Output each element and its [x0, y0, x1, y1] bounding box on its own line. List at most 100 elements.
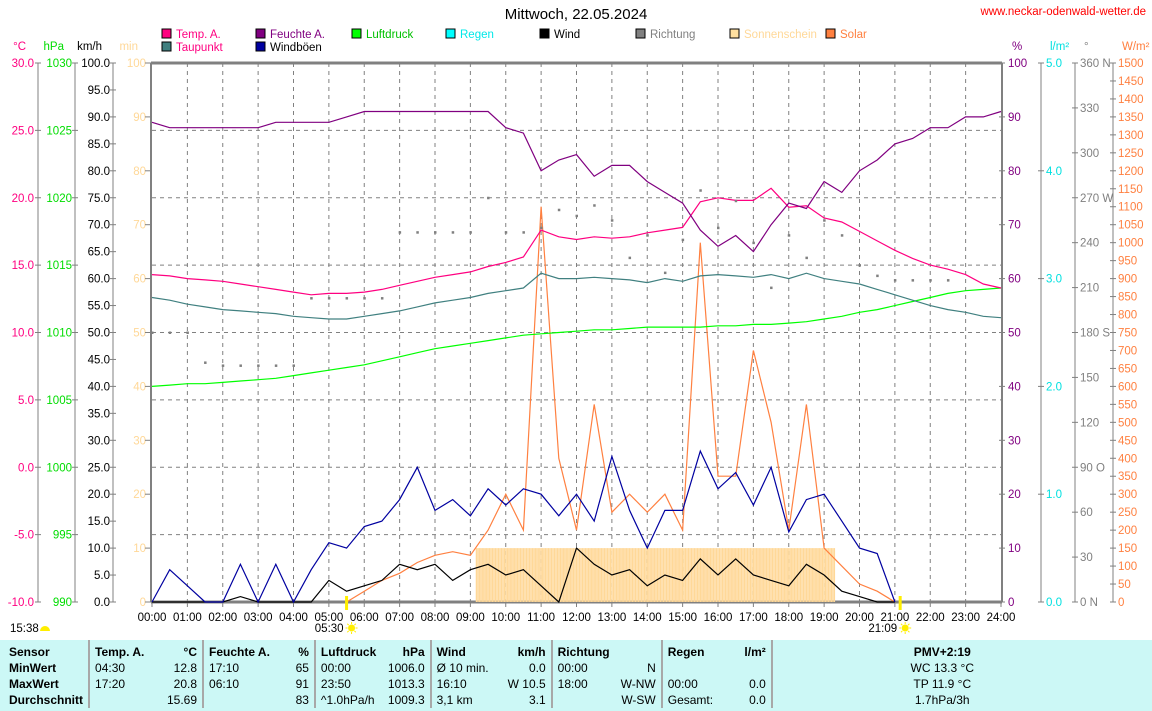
left-axis-tick-label: 25.0 [12, 125, 34, 137]
right-axis-tick-label: 1300 [1118, 130, 1144, 142]
sunset-sun-icon-ray [900, 623, 903, 626]
right-axis-tick-label: 0 N [1080, 597, 1098, 609]
legend-swatch [729, 28, 740, 39]
sunrise-time: 05:30 [315, 623, 344, 635]
x-tick-label: 11:00 [527, 612, 555, 624]
direction-dot [840, 234, 844, 237]
left-axis-tick-label: 30 [133, 435, 146, 447]
stats-cell: °C [183, 645, 198, 659]
left-axis-tick-label: 1015 [46, 260, 72, 272]
right-axis-tick-label: 1000 [1118, 238, 1144, 250]
left-axis-tick-label: 990 [53, 597, 72, 609]
stats-cell: 15.69 [166, 693, 198, 707]
stats-cell: 1006.0 [387, 661, 425, 675]
x-tick-label: 18:00 [774, 612, 803, 624]
stats-cell: Ø 10 min. [429, 660, 503, 676]
direction-dot [610, 219, 614, 222]
legend-label: Wind [554, 29, 580, 41]
right-axis-tick-label: 450 [1118, 435, 1137, 447]
x-tick-label: 19:00 [810, 612, 839, 624]
direction-dot [363, 297, 366, 300]
direction-dot [575, 214, 578, 218]
left-axis-tick-label: 1030 [46, 58, 72, 70]
stats-cell: Feuchte A. [202, 640, 275, 660]
legend-swatch [161, 28, 172, 39]
direction-dot [823, 219, 826, 222]
stats-cell: 16:10 [429, 676, 503, 692]
right-axis-tick-label: 0 [1118, 597, 1124, 609]
legend-label: Luftdruck [366, 29, 414, 41]
left-axis-tick-label: 20.0 [12, 193, 34, 205]
left-axis-tick-label: 95.0 [88, 85, 110, 97]
stats-cell: 00:00 [660, 676, 730, 692]
x-tick-label: 20:00 [845, 612, 874, 624]
right-axis-tick-label: 90 [1008, 112, 1021, 124]
right-axis-tick-label: 200 [1118, 525, 1137, 537]
right-axis-tick-label: 240 [1080, 238, 1099, 250]
left-axis-tick-label: 70.0 [88, 220, 110, 232]
axis-unit-r1: l/m² [1050, 41, 1069, 53]
right-axis-tick-label: 10 [1008, 543, 1021, 555]
direction-dot [628, 256, 632, 260]
x-tick-label: 15:00 [668, 612, 697, 624]
left-axis-tick-label: 5.0 [94, 570, 110, 582]
x-tick-label: 23:00 [951, 612, 980, 624]
site-link[interactable]: www.neckar-odenwald-wetter.de [980, 6, 1146, 18]
direction-dot [699, 189, 702, 192]
stats-cell: Wind [429, 640, 503, 660]
x-tick-label: 07:00 [385, 612, 414, 624]
right-axis-tick-label: 1450 [1118, 76, 1144, 88]
legend-swatch [351, 28, 362, 39]
x-tick-label: 22:00 [916, 612, 945, 624]
left-axis-tick-label: 0 [140, 597, 146, 609]
stats-cell [202, 692, 275, 708]
stats-cell: N [647, 661, 656, 675]
stats-cell: TP 11.9 °C [770, 676, 1112, 692]
right-axis-tick-label: 80 [1008, 166, 1021, 178]
x-tick-label: 12:00 [562, 612, 591, 624]
series-temp [151, 187, 1002, 296]
right-axis-tick-label: 1050 [1118, 220, 1144, 232]
direction-dot [540, 226, 543, 230]
left-axis-tick-label: 20 [133, 489, 146, 501]
stats-cell: 1.7hPa/3h [770, 692, 1112, 708]
right-axis-tick-label: 1100 [1118, 202, 1143, 214]
sunset-sun-icon-ray [907, 623, 910, 626]
right-axis-tick-label: 900 [1118, 274, 1137, 286]
direction-dot [204, 361, 207, 364]
stats-cell: 20.8 [173, 677, 198, 691]
stats-cell: 3,1 km [429, 692, 503, 708]
sunrise-sun-icon [348, 624, 356, 632]
stats-cell: W-SW [621, 693, 656, 707]
x-tick-label: 09:00 [456, 612, 485, 624]
left-axis-tick-label: 15.0 [12, 260, 34, 272]
legend-label: Richtung [650, 29, 695, 41]
direction-dot [151, 331, 154, 334]
direction-dot [734, 199, 738, 203]
stats-cell: 12.8 [173, 661, 198, 675]
stats-cell: Regen [660, 640, 730, 660]
left-axis-tick-label: 40 [133, 381, 146, 393]
direction-dot [876, 274, 879, 278]
stats-cell: 3.1 [528, 693, 546, 707]
right-axis-tick-label: 250 [1118, 507, 1137, 519]
stats-table: Sensor Temp. A. °C Feuchte A.% Luftdruck hPa W… [0, 640, 1152, 711]
left-axis-tick-label: 65.0 [88, 247, 110, 259]
stats-cell [616, 640, 662, 660]
sunrise-sun-icon-ray [346, 630, 350, 633]
stats-cell: l/m² [744, 645, 766, 659]
stats-cell [660, 660, 730, 676]
sunset-sun-icon-ray [900, 630, 903, 633]
left-axis-tick-label: 100.0 [81, 58, 110, 70]
x-tick-label: 06:00 [350, 612, 379, 624]
direction-dot [168, 331, 172, 334]
sunrise-sun-icon-ray [354, 630, 357, 633]
left-axis-tick-label: 20.0 [88, 489, 110, 501]
direction-dot [911, 279, 915, 282]
direction-dot [752, 241, 755, 245]
direction-dot [345, 297, 349, 300]
x-tick-label: 10:00 [491, 612, 520, 624]
left-axis-tick-label: 1025 [46, 125, 72, 137]
stats-cell: 17:20 [88, 676, 152, 692]
legend-swatch [255, 28, 266, 39]
